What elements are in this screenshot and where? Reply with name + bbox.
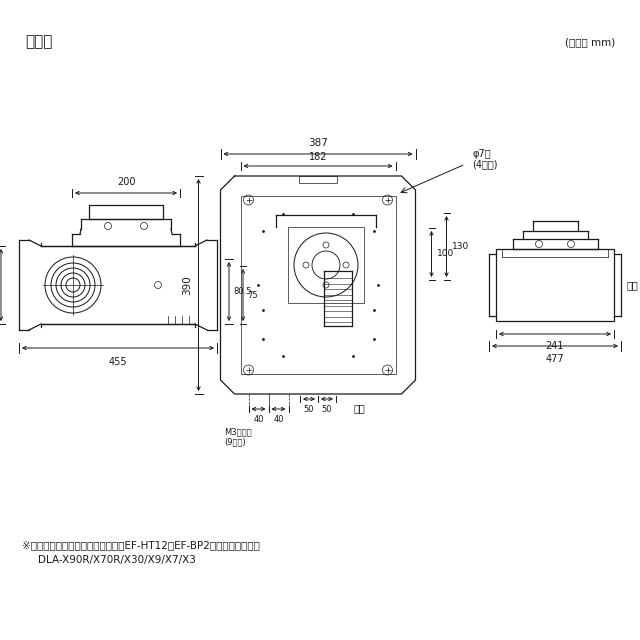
Text: 477: 477 xyxy=(546,354,564,364)
Text: φ7穴: φ7穴 xyxy=(472,149,491,159)
Text: 正面: 正面 xyxy=(354,403,365,413)
Text: (単位： mm): (単位： mm) xyxy=(564,37,615,47)
Text: 390: 390 xyxy=(182,275,193,295)
Bar xyxy=(288,227,364,303)
Bar xyxy=(496,249,614,321)
Text: ※この図面は、下記プロジェクターEF-HT12、EF-BP2の組合せ図です。: ※この図面は、下記プロジェクターEF-HT12、EF-BP2の組合せ図です。 xyxy=(22,540,260,550)
Text: 正面: 正面 xyxy=(627,280,639,290)
Text: 75: 75 xyxy=(247,291,258,300)
Text: 寸法図: 寸法図 xyxy=(25,35,52,49)
Text: 50: 50 xyxy=(322,405,332,414)
Text: 455: 455 xyxy=(109,357,127,367)
Text: 40: 40 xyxy=(253,415,264,424)
Text: M3ねじ穴: M3ねじ穴 xyxy=(225,427,252,436)
Text: 50: 50 xyxy=(304,405,314,414)
Bar xyxy=(299,176,337,183)
Text: 130: 130 xyxy=(451,242,468,251)
Text: 387: 387 xyxy=(308,138,328,148)
Text: 182: 182 xyxy=(308,152,327,162)
Text: (9か所): (9か所) xyxy=(225,437,246,446)
Text: 40: 40 xyxy=(273,415,284,424)
Text: 241: 241 xyxy=(546,341,564,351)
Text: 100: 100 xyxy=(436,250,454,259)
Bar xyxy=(241,196,396,374)
Text: (4か所): (4か所) xyxy=(472,159,498,169)
Text: 80.5: 80.5 xyxy=(233,287,252,296)
Text: DLA-X90R/X70R/X30/X9/X7/X3: DLA-X90R/X70R/X30/X9/X7/X3 xyxy=(38,555,196,565)
Text: 200: 200 xyxy=(116,177,135,187)
